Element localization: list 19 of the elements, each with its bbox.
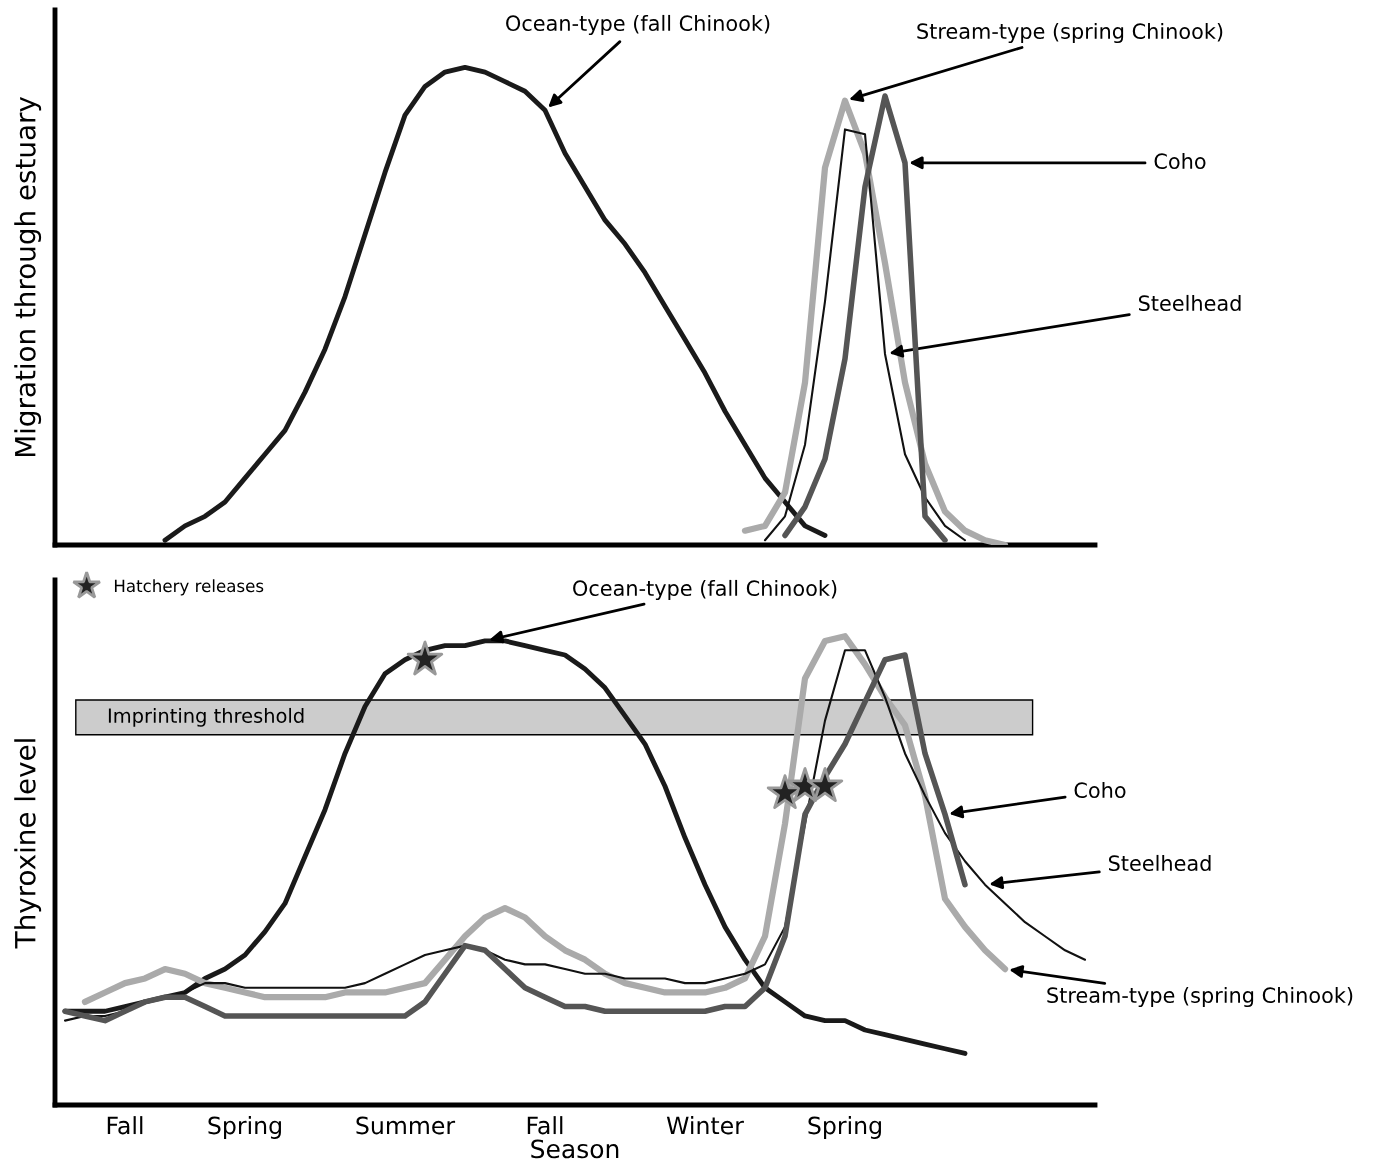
text: Stream-type (spring Chinook) [917,22,1223,44]
x-axis-title: Season [531,1139,619,1159]
y-axis-title: Migration through estuary [14,96,42,457]
x-tick-label: Summer [356,1116,456,1135]
text: Stream-type (spring Chinook) [1047,986,1353,1008]
text: Steelhead [1138,294,1241,312]
text: Ocean-type (fall Chinook) [506,14,770,36]
legend-label: Hatchery releases [114,579,264,596]
x-tick-label: Fall [107,1116,143,1135]
text: Steelhead [1108,854,1211,872]
text: Coho [1154,152,1206,170]
text: Coho [1074,781,1126,799]
x-tick-label: Spring [208,1116,281,1139]
x-tick-label: Fall [527,1116,563,1135]
x-tick-label: Spring [808,1116,881,1139]
band-label: Imprinting threshold [108,707,304,727]
y-axis-title: Thyroxine level [14,739,42,949]
text: Ocean-type (fall Chinook) [573,579,837,601]
x-tick-label: Winter [666,1116,744,1135]
